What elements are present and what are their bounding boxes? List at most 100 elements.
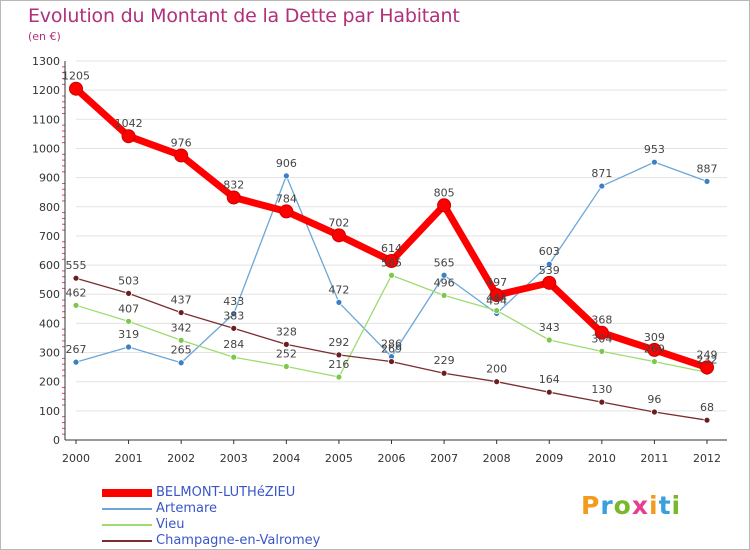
data-label: 267 xyxy=(66,343,87,356)
data-label: 328 xyxy=(276,325,297,338)
data-point xyxy=(703,178,711,185)
logo-letter: r xyxy=(600,491,614,520)
data-label: 565 xyxy=(381,256,402,269)
y-tick-label: 100 xyxy=(39,405,60,418)
data-label: 832 xyxy=(223,178,244,191)
data-label: 249 xyxy=(697,348,718,361)
data-point xyxy=(598,182,606,190)
logo-letter: x xyxy=(631,491,649,520)
data-point xyxy=(700,360,714,375)
y-tick-label: 1000 xyxy=(32,142,60,155)
data-point xyxy=(177,359,185,367)
y-tick-label: 400 xyxy=(39,317,60,330)
x-tick-label: 2006 xyxy=(378,452,406,465)
x-tick-label: 2000 xyxy=(62,452,90,465)
data-point xyxy=(493,307,501,314)
data-label: 702 xyxy=(328,216,349,229)
y-tick-label: 900 xyxy=(39,172,60,185)
logo-letter: i xyxy=(649,491,659,520)
data-point xyxy=(440,271,448,279)
data-point xyxy=(282,363,290,370)
data-label: 343 xyxy=(539,321,560,334)
data-label: 269 xyxy=(644,343,665,356)
legend-item: BELMONT-LUTHéZIEU xyxy=(102,485,402,501)
data-point xyxy=(651,408,658,416)
logo-letter: P xyxy=(581,491,601,520)
grid-lines xyxy=(76,60,727,441)
data-label: 1205 xyxy=(62,70,90,83)
y-tick-label: 600 xyxy=(39,259,60,272)
data-label: 164 xyxy=(539,373,560,386)
legend-swatch xyxy=(102,540,152,542)
data-point xyxy=(335,298,343,306)
data-point xyxy=(384,253,399,268)
data-point xyxy=(437,198,452,213)
x-tick-label: 2008 xyxy=(483,452,511,465)
data-label: 496 xyxy=(434,276,455,289)
y-tick-label: 300 xyxy=(39,347,60,360)
data-label: 286 xyxy=(381,338,402,351)
data-point xyxy=(331,228,346,243)
data-point xyxy=(279,204,294,219)
data-label: 887 xyxy=(697,162,718,175)
data-point xyxy=(594,325,609,340)
data-point xyxy=(72,301,80,309)
data-label: 216 xyxy=(328,358,349,371)
data-labels: 267 319 265 433 906 472 286 565 434 603 871 953 887 4… xyxy=(62,70,718,414)
data-label: 284 xyxy=(223,338,244,351)
data-point xyxy=(125,289,132,297)
data-point xyxy=(545,336,553,344)
data-point xyxy=(121,129,136,144)
legend-swatch xyxy=(102,489,152,497)
data-label: 130 xyxy=(591,383,612,396)
data-label: 565 xyxy=(434,256,455,269)
data-label: 368 xyxy=(591,314,612,327)
data-label: 383 xyxy=(223,309,244,322)
y-tick-label: 0 xyxy=(53,434,60,447)
data-label: 805 xyxy=(434,186,455,199)
y-tick-label: 800 xyxy=(39,201,60,214)
y-tick-label: 200 xyxy=(39,376,60,389)
data-point xyxy=(125,317,132,325)
data-point xyxy=(177,336,185,344)
data-label: 462 xyxy=(66,286,87,299)
data-label: 68 xyxy=(700,401,714,414)
data-point xyxy=(72,358,80,366)
x-tick-label: 2011 xyxy=(640,452,668,465)
data-label: 252 xyxy=(276,348,297,361)
data-label: 319 xyxy=(118,328,139,341)
data-point xyxy=(69,81,83,96)
logo-letter: t xyxy=(658,491,672,520)
y-tick-label: 1200 xyxy=(32,84,60,97)
data-point xyxy=(545,260,553,268)
data-point xyxy=(335,351,343,359)
data-label: 309 xyxy=(644,331,665,344)
logo-letter: o xyxy=(613,491,632,520)
data-label: 503 xyxy=(118,274,139,287)
axes: 0 100 200 300 400 500 600 700 800 900 1000 1100 1200… xyxy=(32,55,727,465)
data-label: 953 xyxy=(644,143,665,156)
data-point xyxy=(177,309,185,316)
data-point xyxy=(230,324,238,332)
legend-label: Champagne-en-Valromey xyxy=(156,533,321,548)
data-label: 539 xyxy=(539,264,560,277)
data-point xyxy=(335,373,343,381)
y-tick-label: 1100 xyxy=(32,113,60,126)
data-label: 304 xyxy=(591,332,612,345)
data-label: 433 xyxy=(223,295,244,308)
logo-letter: i xyxy=(671,491,682,520)
legend-item: Artemare xyxy=(102,501,402,517)
data-label: 1042 xyxy=(115,117,143,130)
data-point xyxy=(388,271,395,279)
legend-swatch xyxy=(102,508,152,510)
legend-swatch xyxy=(102,524,152,526)
data-point xyxy=(647,342,662,357)
data-label: 232 xyxy=(697,353,718,366)
legend-label: Artemare xyxy=(156,501,218,516)
x-tick-label: 2010 xyxy=(588,452,616,465)
legend-label: Vieu xyxy=(156,517,185,532)
legend-item: Champagne-en-Valromey xyxy=(102,533,402,549)
data-label: 976 xyxy=(171,136,192,149)
data-label: 555 xyxy=(66,259,87,272)
